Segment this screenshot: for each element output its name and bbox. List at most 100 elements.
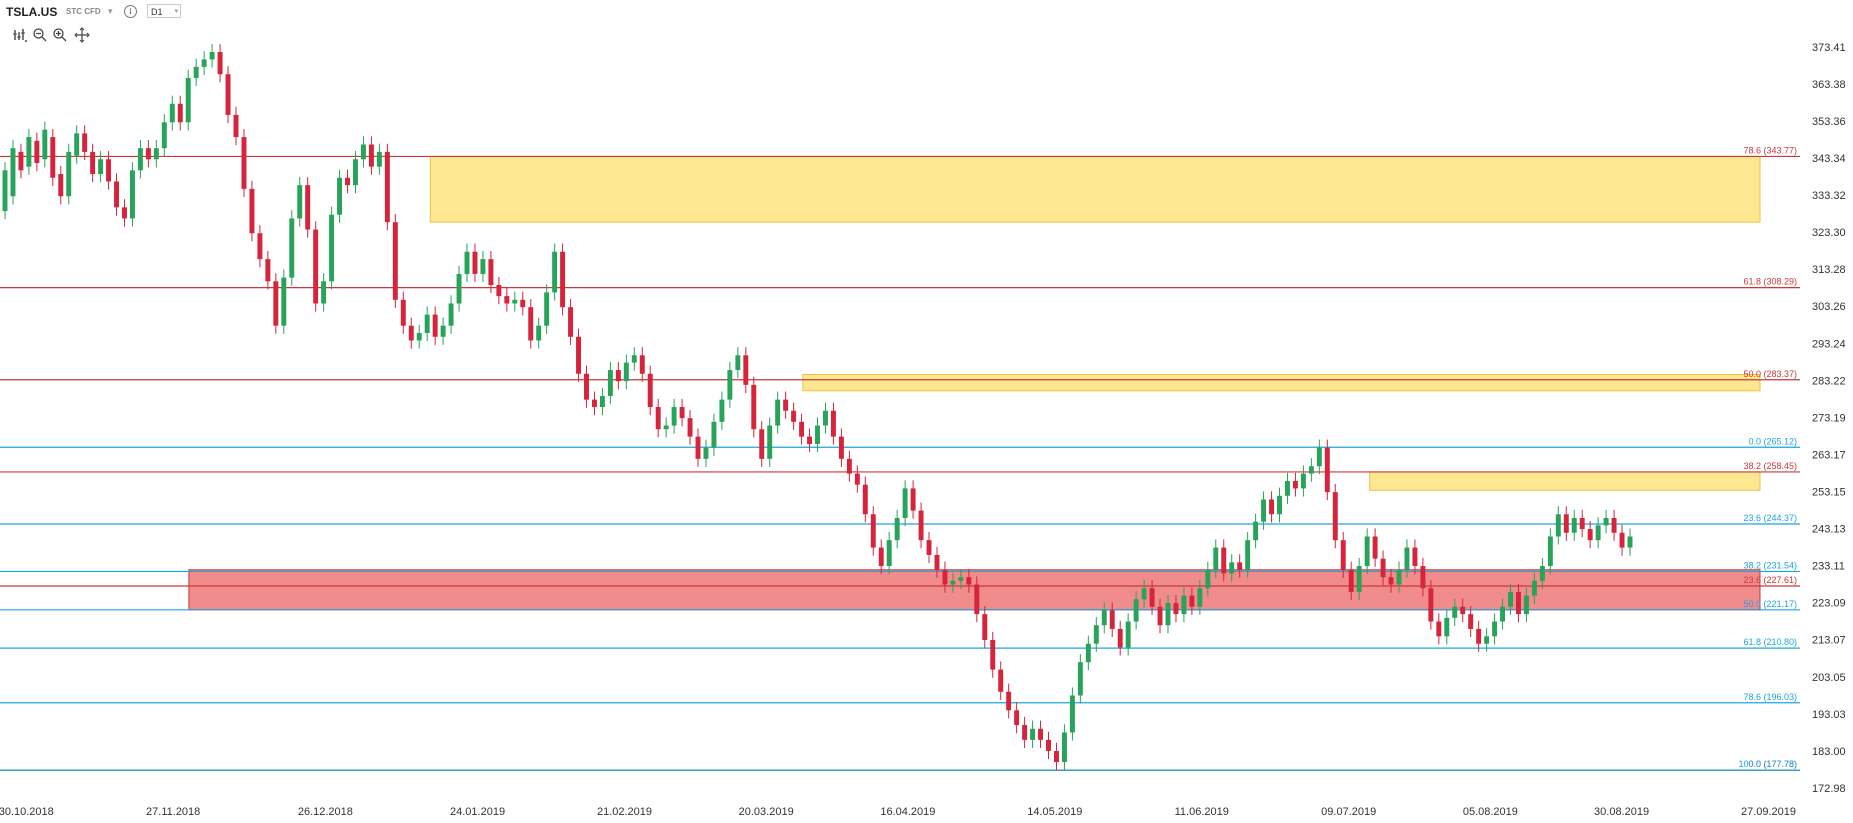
candle-body: [289, 218, 295, 278]
candle: [894, 509, 900, 549]
candle-body: [822, 410, 828, 426]
fib-level-label: 78.6 (343.77): [1743, 145, 1797, 155]
candle-body: [1022, 725, 1028, 740]
candle-body: [639, 355, 645, 374]
candle-body: [1539, 566, 1545, 581]
candle: [822, 402, 828, 434]
candle-body: [878, 547, 884, 567]
candle: [345, 169, 350, 194]
candle: [504, 287, 510, 312]
candle: [1500, 598, 1506, 630]
candle: [265, 250, 271, 290]
candle-body: [1627, 536, 1633, 548]
candle: [129, 162, 135, 227]
candle-body: [281, 277, 287, 326]
candle: [376, 143, 382, 175]
candle: [1277, 487, 1282, 523]
candle-body: [743, 355, 749, 385]
candle: [297, 177, 303, 227]
candle: [1038, 720, 1044, 748]
candle: [1165, 594, 1171, 634]
candle-body: [225, 74, 231, 115]
candle: [568, 299, 574, 345]
bars-settings-icon[interactable]: [12, 27, 28, 43]
candle-body: [1213, 547, 1219, 570]
y-tick-label: 373.41: [1812, 42, 1846, 54]
candle-body: [1476, 628, 1482, 644]
chevron-down-icon[interactable]: ▾: [108, 6, 113, 16]
candle-body: [942, 569, 948, 585]
candle-body: [488, 259, 494, 286]
candle: [719, 391, 725, 430]
candle: [990, 631, 996, 678]
candle: [1141, 580, 1147, 608]
candle-body: [838, 436, 844, 459]
candle-body: [58, 174, 64, 197]
candle: [1237, 554, 1243, 578]
y-tick-label: 283.22: [1812, 375, 1846, 387]
candle-body: [257, 233, 263, 260]
candle: [313, 221, 319, 312]
candle-body: [966, 577, 972, 585]
candle-body: [74, 133, 80, 156]
candle: [878, 539, 884, 575]
candles-layer: [2, 43, 1633, 771]
candle-body: [552, 251, 558, 293]
candle: [1300, 465, 1306, 497]
candle: [1555, 506, 1561, 545]
x-tick-label: 27.09.2019: [1741, 806, 1796, 818]
candle-body: [34, 140, 40, 163]
candle: [305, 177, 311, 238]
fib-level-label: 0.0 (265.12): [1748, 436, 1797, 446]
candle-body: [1038, 728, 1044, 740]
candle: [1077, 654, 1083, 704]
candle: [66, 143, 72, 205]
candle-body: [1006, 691, 1012, 711]
candle: [1316, 439, 1322, 475]
candle-body: [249, 188, 255, 234]
candle-body: [1460, 606, 1466, 615]
crosshair-icon[interactable]: [74, 27, 90, 43]
candle: [1117, 620, 1123, 656]
zoom-in-icon[interactable]: [52, 27, 68, 43]
fib-level-label: 61.8 (210.80): [1743, 637, 1797, 647]
y-tick-label: 203.05: [1812, 672, 1846, 684]
candle-body: [1221, 547, 1227, 574]
candle: [472, 243, 478, 283]
zoom-out-icon[interactable]: [32, 27, 48, 43]
candle: [281, 269, 287, 334]
candle-body: [711, 421, 717, 448]
candle: [249, 180, 255, 242]
candle-body: [1404, 547, 1410, 570]
symbol-label[interactable]: TSLA.US: [6, 5, 58, 19]
candle-body: [751, 384, 757, 430]
candle-body: [376, 151, 382, 167]
candle-body: [1245, 540, 1251, 570]
candle: [337, 169, 343, 223]
fib-level-label: 23.6 (244.37): [1743, 513, 1797, 523]
candle-body: [241, 137, 247, 189]
candle: [607, 361, 613, 405]
candle: [432, 306, 438, 345]
candle: [560, 243, 566, 316]
candle-body: [862, 484, 868, 515]
candle: [1372, 528, 1378, 567]
candle-body: [416, 333, 422, 341]
candle-body: [1531, 580, 1537, 596]
timeframe-select[interactable]: D1 ▾: [147, 4, 181, 18]
candle: [1109, 602, 1115, 638]
candle: [671, 398, 677, 434]
info-icon[interactable]: i: [124, 5, 137, 18]
candle-body: [122, 207, 127, 219]
candle-body: [1619, 532, 1625, 548]
y-tick-label: 333.32: [1812, 190, 1846, 202]
candle: [1125, 613, 1131, 656]
candle-body: [233, 114, 239, 138]
candle: [1404, 539, 1410, 578]
zones-layer: [188, 155, 1761, 611]
candle-body: [950, 580, 956, 585]
candle: [799, 413, 805, 445]
candle: [1412, 539, 1418, 575]
candle-body: [663, 425, 669, 430]
